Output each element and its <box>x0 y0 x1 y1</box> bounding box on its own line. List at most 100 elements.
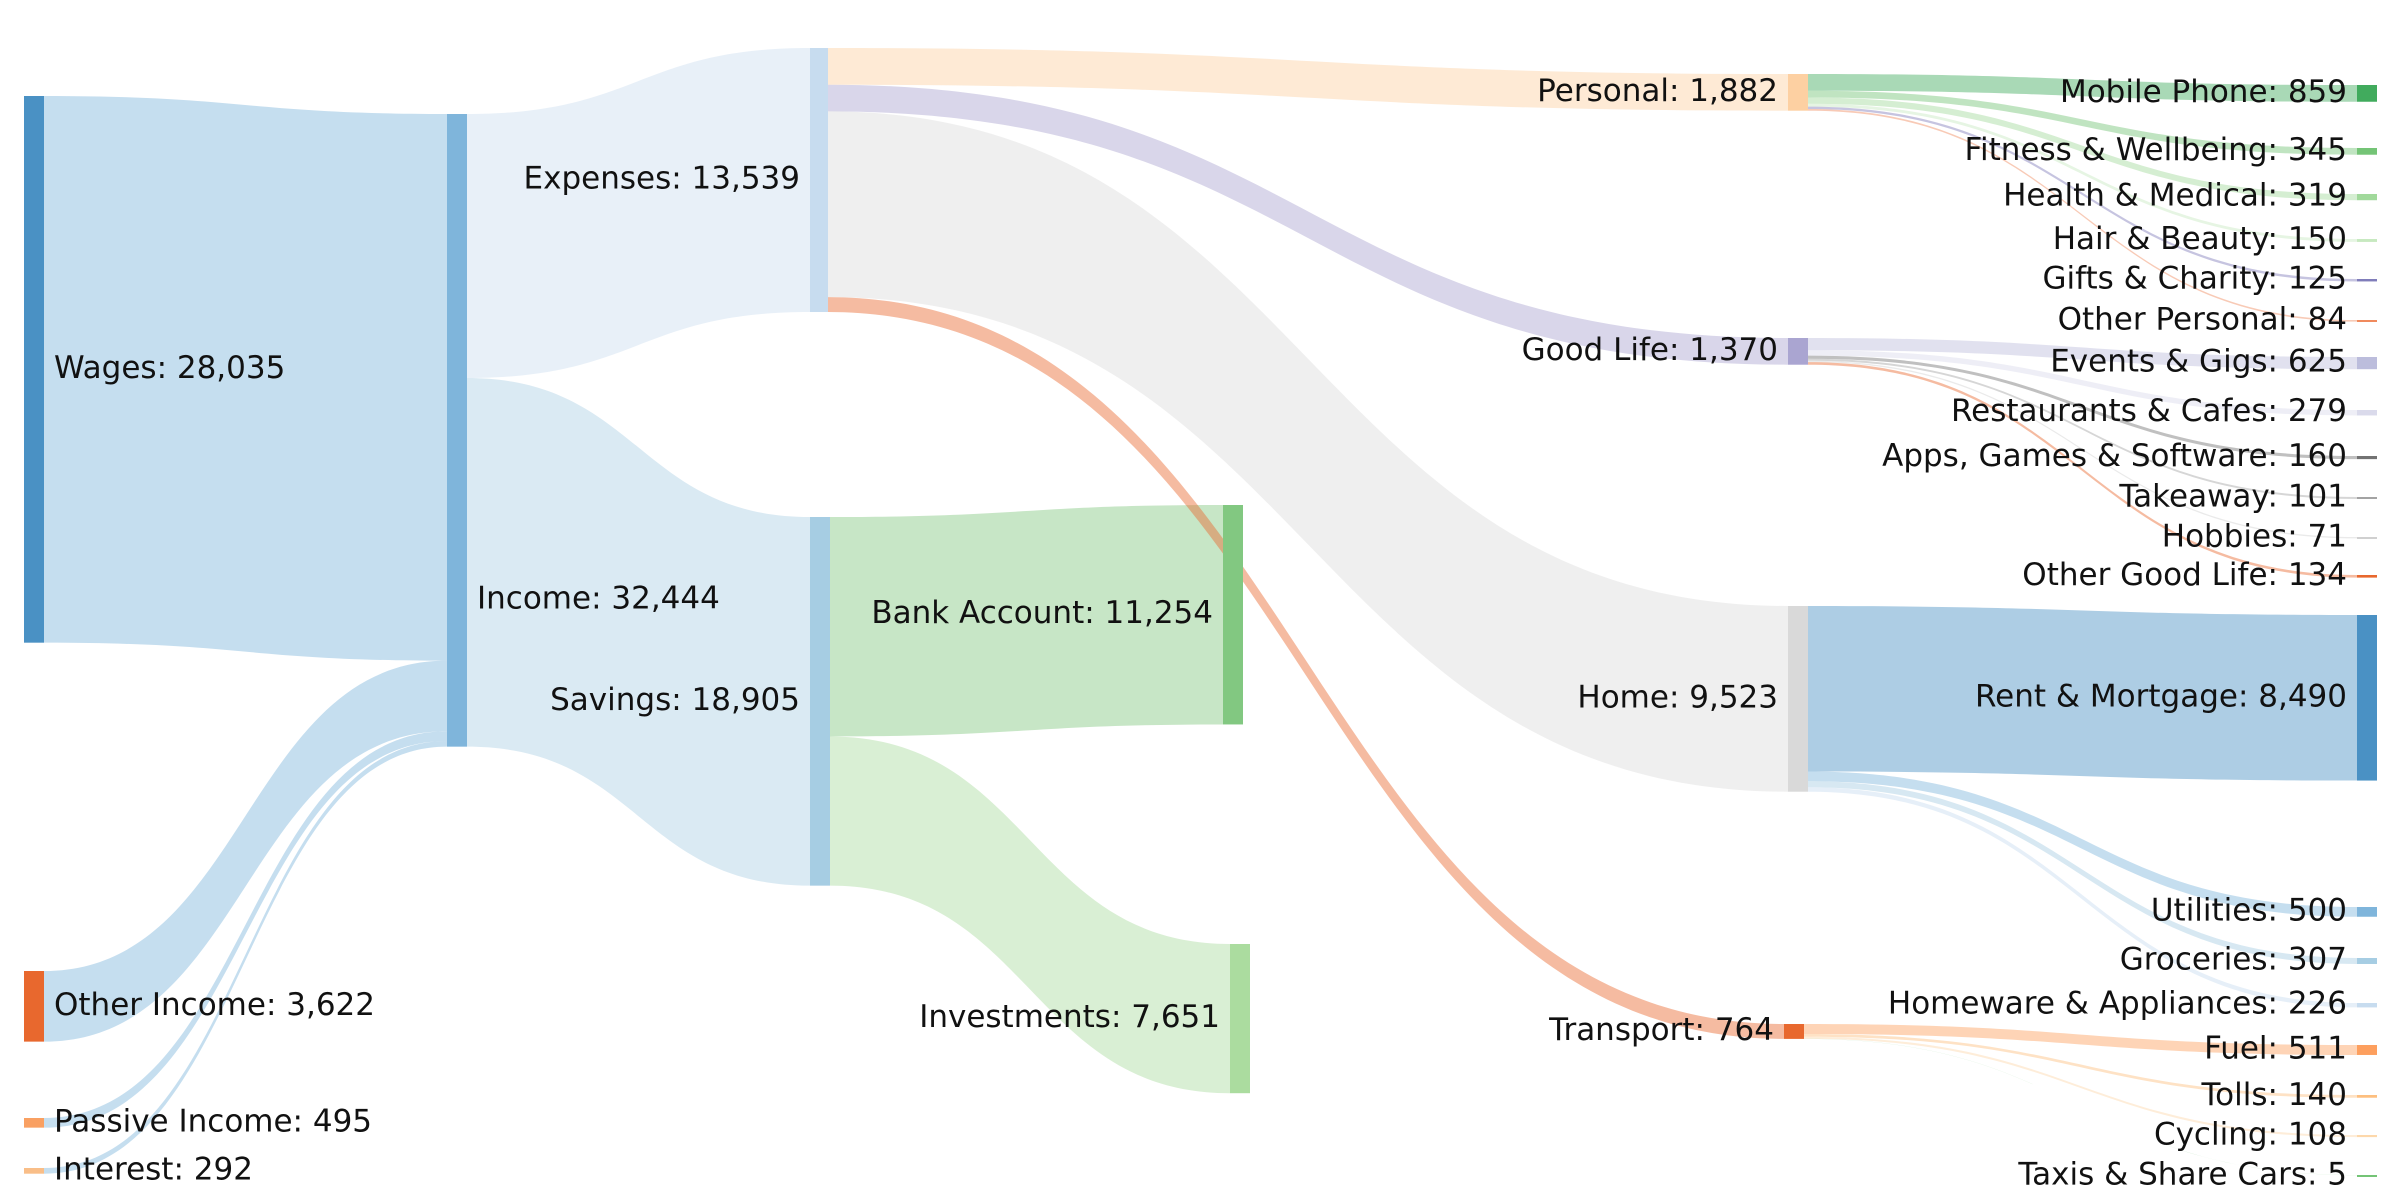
link-personal-to-fitness <box>1808 90 2357 155</box>
node-expenses <box>810 48 828 313</box>
link-transport-to-cycling <box>1804 1036 2357 1138</box>
node-investments <box>1230 944 1250 1094</box>
node-other_personal <box>2357 320 2377 322</box>
label-utilities: Utilities: 500 <box>2151 892 2347 928</box>
label-groceries: Groceries: 307 <box>2120 941 2347 977</box>
node-personal <box>1788 74 1808 111</box>
node-health <box>2357 194 2377 201</box>
label-cycling: Cycling: 108 <box>2154 1117 2347 1153</box>
node-groceries <box>2357 958 2377 964</box>
link-interest-to-income <box>44 740 447 1174</box>
link-other_income-to-income <box>44 660 447 1042</box>
link-good_life-to-events <box>1808 338 2357 370</box>
node-home <box>1788 606 1808 792</box>
link-income-to-savings <box>467 378 810 886</box>
nodes-group <box>24 48 2377 1177</box>
node-fitness <box>2357 148 2377 155</box>
label-investments: Investments: 7,651 <box>919 999 1220 1035</box>
node-events <box>2357 357 2377 370</box>
link-expenses-to-home <box>828 111 1788 792</box>
link-savings-to-investments <box>830 736 1230 1094</box>
link-good_life-to-hobbies <box>1808 360 2357 539</box>
link-transport-to-tolls <box>1804 1033 2357 1098</box>
label-hair: Hair & Beauty: 150 <box>2053 221 2347 257</box>
node-mobile_phone <box>2357 85 2377 102</box>
label-interest: Interest: 292 <box>54 1151 253 1187</box>
node-other_good_life <box>2357 575 2377 578</box>
link-home-to-homeware <box>1808 787 2357 1008</box>
label-personal: Personal: 1,882 <box>1537 73 1778 109</box>
link-home-to-groceries <box>1808 781 2357 964</box>
link-savings-to-bank_account <box>830 505 1223 737</box>
label-good_life: Good Life: 1,370 <box>1522 332 1778 368</box>
node-income <box>447 114 467 747</box>
label-home: Home: 9,523 <box>1577 679 1778 715</box>
link-personal-to-gifts <box>1808 106 2357 282</box>
link-income-to-expenses <box>467 48 810 379</box>
label-income: Income: 32,444 <box>477 581 720 617</box>
label-apps: Apps, Games & Software: 160 <box>1882 438 2347 474</box>
node-homeware <box>2357 1003 2377 1008</box>
link-transport-to-taxis <box>1804 1038 2357 1176</box>
node-good_life <box>1788 338 1808 365</box>
link-home-to-utilities <box>1808 771 2357 917</box>
node-bank_account <box>1223 505 1243 725</box>
link-personal-to-mobile_phone <box>1808 74 2357 102</box>
node-cycling <box>2357 1135 2377 1138</box>
label-mobile_phone: Mobile Phone: 859 <box>2060 74 2347 110</box>
label-tolls: Tolls: 140 <box>2201 1077 2347 1113</box>
label-expenses: Expenses: 13,539 <box>524 161 800 197</box>
link-transport-to-fuel <box>1804 1024 2357 1055</box>
link-expenses-to-personal <box>828 48 1788 111</box>
node-rent <box>2357 615 2377 781</box>
link-expenses-to-good_life <box>828 84 1788 365</box>
label-rent: Rent & Mortgage: 8,490 <box>1975 678 2347 714</box>
node-hair <box>2357 239 2377 242</box>
label-hobbies: Hobbies: 71 <box>2162 519 2347 555</box>
node-wages <box>24 96 44 643</box>
link-good_life-to-apps <box>1808 355 2357 460</box>
label-restaurants: Restaurants & Cafes: 279 <box>1951 393 2347 429</box>
node-apps <box>2357 456 2377 460</box>
label-other_good_life: Other Good Life: 134 <box>2022 557 2347 593</box>
node-taxis <box>2357 1175 2377 1177</box>
label-takeaway: Takeaway: 101 <box>2118 479 2347 515</box>
label-gifts: Gifts & Charity: 125 <box>2042 261 2347 297</box>
links-group <box>44 48 2357 1176</box>
label-health: Health & Medical: 319 <box>2003 178 2347 214</box>
node-utilities <box>2357 907 2377 917</box>
link-expenses-to-transport <box>828 297 1784 1039</box>
label-taxis: Taxis & Share Cars: 5 <box>2017 1157 2347 1193</box>
link-passive_income-to-income <box>44 731 447 1128</box>
link-personal-to-health <box>1808 97 2357 201</box>
node-other_income <box>24 971 44 1042</box>
node-savings <box>810 517 830 886</box>
node-gifts <box>2357 279 2377 282</box>
node-hobbies <box>2357 537 2377 539</box>
link-personal-to-other_personal <box>1808 109 2357 322</box>
node-passive_income <box>24 1118 44 1128</box>
node-transport <box>1784 1024 1804 1039</box>
node-fuel <box>2357 1045 2377 1055</box>
link-good_life-to-other_good_life <box>1808 362 2357 578</box>
label-fuel: Fuel: 511 <box>2204 1030 2347 1066</box>
label-bank_account: Bank Account: 11,254 <box>871 595 1213 631</box>
node-restaurants <box>2357 410 2377 416</box>
label-wages: Wages: 28,035 <box>54 350 285 386</box>
link-home-to-rent <box>1808 606 2357 781</box>
link-good_life-to-takeaway <box>1808 358 2357 499</box>
link-personal-to-hair <box>1808 103 2357 242</box>
label-savings: Savings: 18,905 <box>550 682 800 718</box>
link-wages-to-income <box>44 96 447 661</box>
label-other_income: Other Income: 3,622 <box>54 987 375 1023</box>
label-events: Events & Gigs: 625 <box>2050 344 2347 380</box>
node-interest <box>24 1168 44 1174</box>
labels-group: Wages: 28,035 Other Income: 3,622 Passive … <box>54 73 2347 1193</box>
label-fitness: Fitness & Wellbeing: 345 <box>1964 132 2347 168</box>
label-homeware: Homeware & Appliances: 226 <box>1888 986 2347 1022</box>
link-good_life-to-restaurants <box>1808 350 2357 416</box>
label-other_personal: Other Personal: 84 <box>2058 302 2347 338</box>
label-passive_income: Passive Income: 495 <box>54 1103 372 1139</box>
node-takeaway <box>2357 497 2377 499</box>
